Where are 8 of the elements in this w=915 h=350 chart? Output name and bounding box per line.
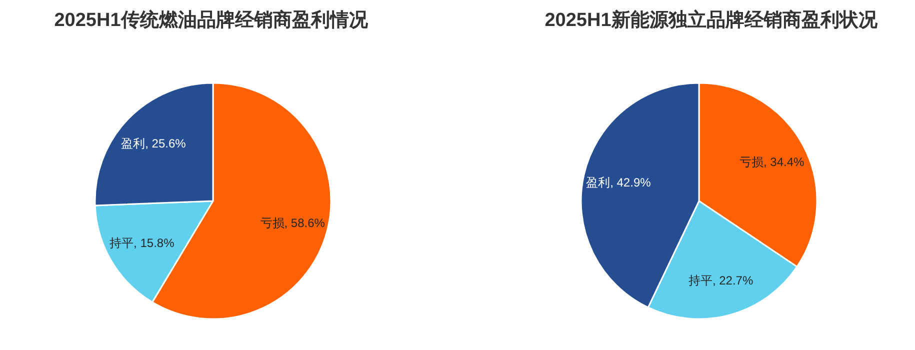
slice-label: 持平, 15.8% — [110, 236, 175, 250]
slice-label: 亏损, 34.4% — [740, 155, 805, 170]
chart-title: 2025H1传统燃油品牌经销商盈利情况 — [54, 9, 369, 31]
slice-label: 持平, 22.7% — [688, 274, 754, 288]
chart-title: 2025H1新能源独立品牌经销商盈利状况 — [544, 9, 878, 31]
slice-label: 盈利, 25.6% — [121, 136, 186, 151]
slice-label: 盈利, 42.9% — [586, 176, 652, 190]
slice-label: 亏损, 58.6% — [260, 216, 326, 230]
